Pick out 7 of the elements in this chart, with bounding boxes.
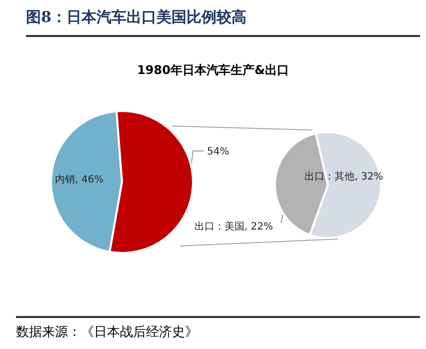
source-note: 数据来源：《日本战后经济史》	[16, 316, 420, 341]
chart-subtitle: 1980年日本汽车生产&出口	[136, 62, 290, 79]
data-label: 54%	[207, 146, 230, 158]
slice-label: 内销, 46%	[55, 173, 104, 186]
slice-label: 出口：其他, 32%	[304, 170, 384, 183]
chart-title: 图8：日本汽车出口美国比例较高	[26, 8, 420, 37]
slice-label: 出口：美国, 22%	[194, 220, 273, 233]
